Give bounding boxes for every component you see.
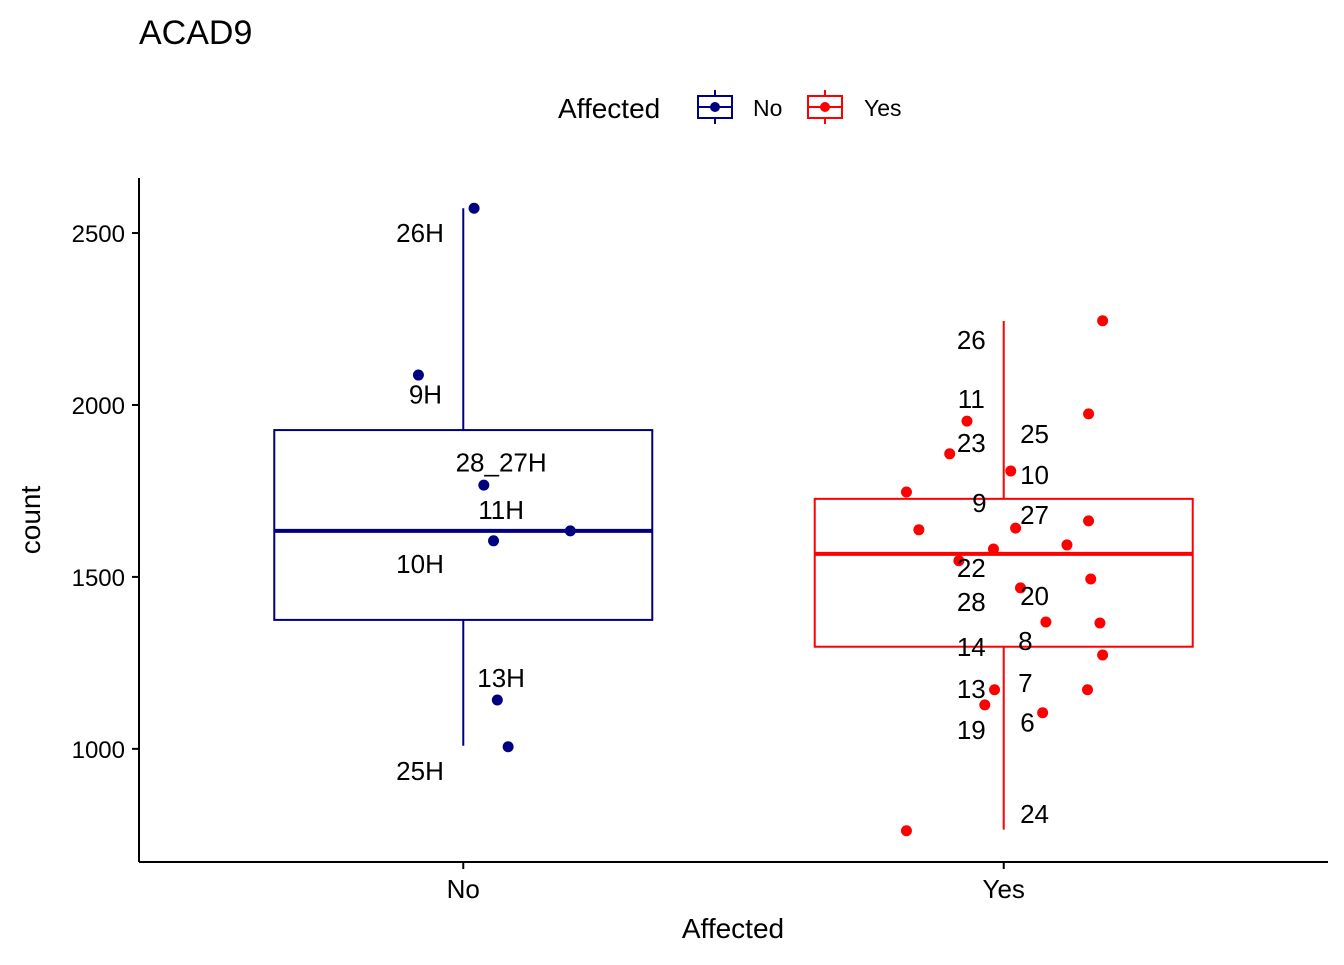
point-label: 20 — [1020, 581, 1049, 611]
y-tick-label: 1000 — [72, 737, 125, 764]
legend-label-no: No — [753, 95, 782, 121]
data-point — [900, 825, 912, 837]
point-label: 6 — [1020, 708, 1034, 738]
point-label: 25 — [1020, 419, 1049, 449]
x-axis-ticks: No Yes — [447, 862, 1025, 904]
data-point — [1097, 649, 1109, 661]
data-point — [1097, 315, 1109, 327]
point-label: 24 — [1020, 799, 1049, 829]
point-label: 28 — [957, 587, 986, 617]
point-label: 11 — [958, 384, 985, 414]
data-point — [502, 741, 514, 753]
data-point — [1010, 522, 1022, 534]
data-point — [989, 684, 1001, 696]
legend-label-yes: Yes — [864, 95, 902, 121]
point-label: 28_27H — [456, 448, 547, 478]
data-point — [1005, 465, 1017, 477]
data-point — [488, 535, 500, 547]
y-axis-label: count — [15, 486, 46, 555]
data-point — [1081, 684, 1093, 696]
point-label: 25H — [396, 756, 444, 786]
box — [813, 497, 1194, 648]
point-label: 26H — [396, 218, 444, 248]
plot-area: 26H 9H 28_27H 11H 10H 13H 25H 26 11 23 25 10 9 27 22 20… — [273, 202, 1194, 837]
x-tick-label: Yes — [983, 874, 1025, 904]
x-axis-label: Affected — [682, 913, 784, 944]
point-label: 22 — [957, 553, 986, 583]
legend-key-yes — [807, 90, 843, 124]
data-point — [564, 525, 576, 537]
data-point — [468, 202, 480, 214]
point-label: 7 — [1018, 668, 1032, 698]
legend: Affected No Yes — [558, 90, 902, 124]
point-label: 26 — [957, 325, 986, 355]
point-label: 27 — [1020, 500, 1049, 530]
point-label: 10H — [396, 549, 444, 579]
box-group-no: 26H 9H 28_27H 11H 10H 13H 25H — [273, 202, 654, 786]
data-point — [1037, 707, 1049, 719]
data-point — [944, 448, 956, 460]
data-point — [979, 699, 991, 711]
data-point — [1085, 573, 1097, 585]
data-point — [900, 486, 912, 498]
data-point — [1040, 616, 1052, 628]
point-label: 9 — [972, 488, 986, 518]
point-label: 11H — [478, 495, 524, 525]
y-tick-label: 2500 — [72, 221, 125, 248]
chart-title: ACAD9 — [139, 14, 252, 52]
legend-title: Affected — [558, 93, 660, 124]
point-label: 23 — [957, 428, 986, 458]
data-point — [478, 479, 490, 491]
box-group-yes: 26 11 23 25 10 9 27 22 20 28 8 14 7 13 6 19 24 — [813, 315, 1194, 837]
y-axis-ticks: 1000 1500 2000 2500 — [72, 221, 139, 764]
point-label: 10 — [1020, 460, 1049, 490]
data-point — [491, 694, 503, 706]
point-label: 8 — [1018, 626, 1032, 656]
point-label: 9H — [409, 380, 442, 410]
point-label: 14 — [957, 632, 986, 662]
y-tick-label: 2000 — [72, 393, 125, 420]
box — [273, 429, 654, 621]
point-label: 13 — [957, 674, 986, 704]
point-label: 19 — [957, 715, 986, 745]
data-point — [1083, 408, 1095, 420]
data-point — [1014, 582, 1026, 594]
x-tick-label: No — [447, 874, 480, 904]
data-point — [1094, 617, 1106, 629]
data-point — [953, 555, 965, 567]
legend-key-no — [697, 90, 733, 124]
y-tick-label: 1500 — [72, 565, 125, 592]
point-label: 13H — [477, 663, 525, 693]
data-point — [913, 524, 925, 536]
data-point — [961, 415, 973, 427]
data-point — [1083, 515, 1095, 527]
data-point — [1061, 539, 1073, 551]
data-point — [987, 543, 999, 555]
data-point — [412, 369, 424, 381]
